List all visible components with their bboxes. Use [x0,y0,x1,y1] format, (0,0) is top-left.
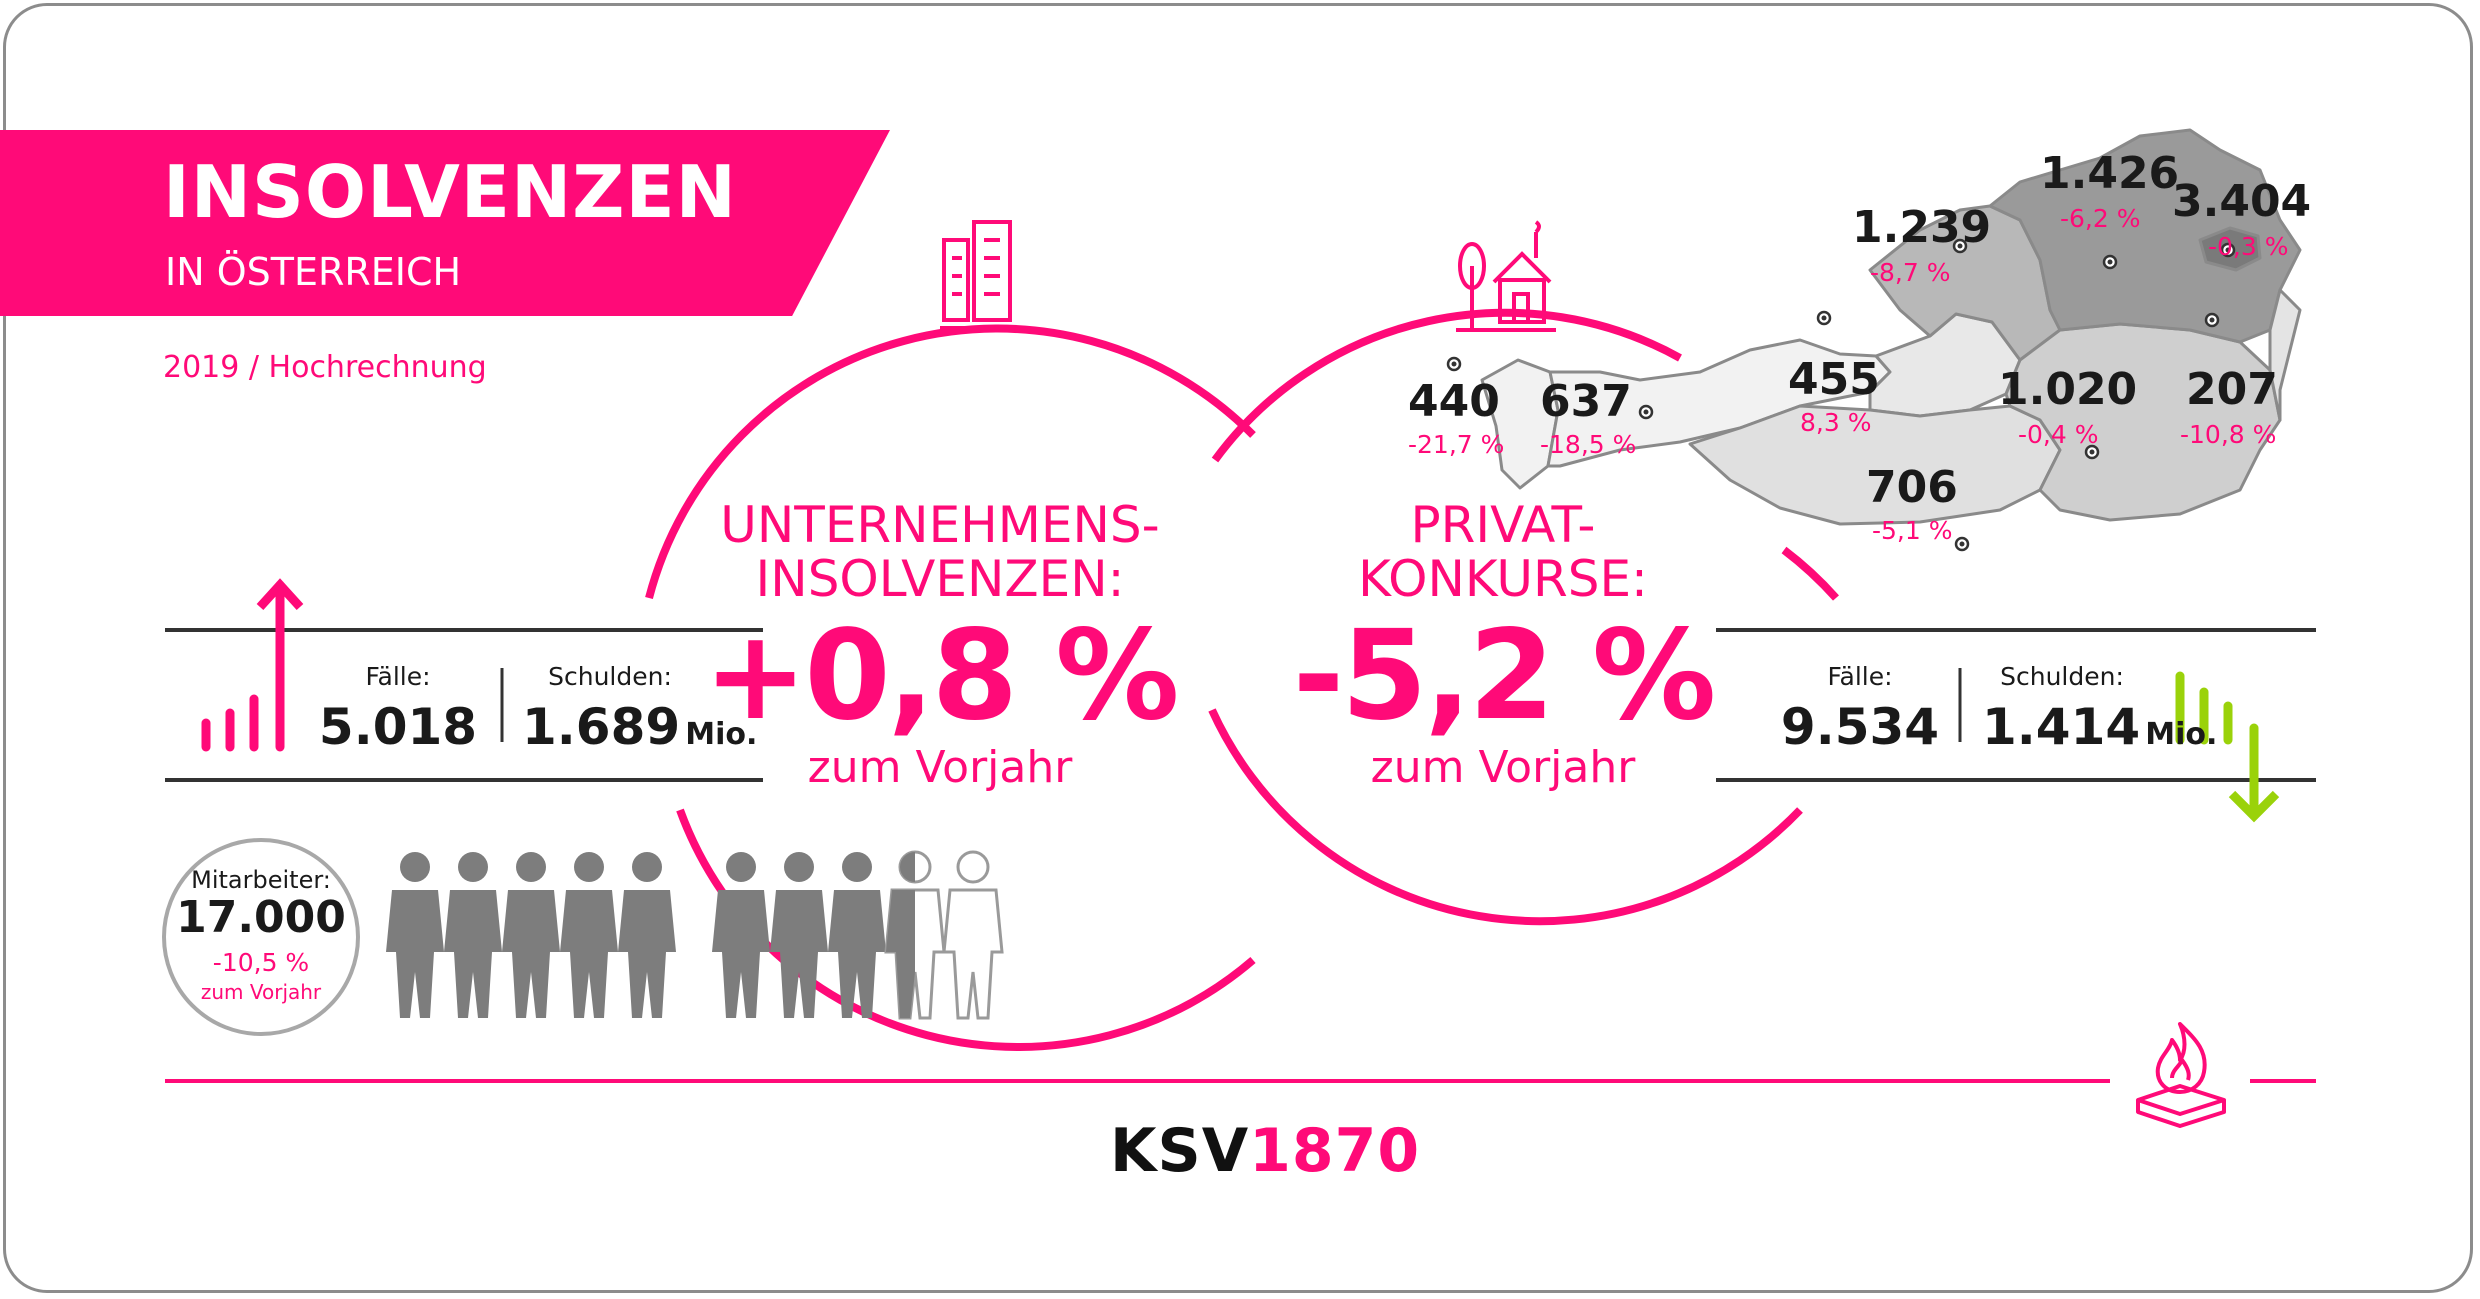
private-debt-unit: Mio. [2145,717,2218,752]
region-change: -0,3 % [2208,232,2289,261]
companies-debt-value: 1.689 [522,698,681,756]
companies-percent: +0,8 % [703,604,1180,748]
right-circle-top-arc [1211,308,1682,463]
rising-bars-arrow-icon [201,578,304,752]
private-label: PRIVAT- KONKURSE: [1263,498,1743,606]
region-change: -5,1 % [1872,516,1953,545]
ksv-logo: KSV1870 [1110,1116,1420,1186]
companies-cases-label: Fälle: [365,662,431,691]
region-count: 706 [1866,462,1958,513]
page-subtitle: IN ÖSTERREICH [165,250,462,294]
people-icons [386,850,1004,1020]
logo-part2: 1870 [1249,1116,1421,1186]
region-count: 1.020 [1998,364,2138,415]
region-change: -21,7 % [1408,430,1505,459]
region-change: -18,5 % [1540,430,1637,459]
companies-label: UNTERNEHMENS- INSOLVENZEN: [700,498,1180,606]
right-circle-right-arc [1781,546,1839,601]
region-count: 207 [2186,364,2278,415]
logo-part1: KSV [1110,1116,1250,1186]
employees-change: -10,5 % [212,948,310,977]
private-debt: 1.414 Mio. [1982,698,2217,756]
employees-vs-prev: zum Vorjahr [200,980,322,1004]
region-count: 1.239 [1852,202,1992,253]
region-count: 440 [1408,376,1500,427]
map-lower-austria [1988,128,2302,344]
year-note: 2019 / Hochrechnung [163,350,487,385]
card-frame [3,3,2473,1293]
private-percent: -5,2 % [1292,604,1717,748]
right-circle-bottom-arc [1208,708,1803,926]
private-debt-value: 1.414 [1982,698,2141,756]
region-change: 8,3 % [1800,408,1872,437]
buildings-icon [940,220,1018,330]
page-title: INSOLVENZEN [163,150,737,234]
house-tree-icon [1456,220,1556,332]
region-count: 637 [1540,376,1632,427]
private-cases-value: 9.534 [1780,698,1940,756]
private-label-line1: PRIVAT- [1410,496,1596,554]
region-count: 1.426 [2040,148,2180,199]
region-change: -8,7 % [1870,258,1951,287]
companies-vs-prev: zum Vorjahr [807,742,1073,793]
austria-map [1446,128,2302,552]
companies-debt-unit: Mio. [685,717,758,752]
region-count: 3.404 [2172,176,2312,227]
region-count: 455 [1788,354,1880,405]
region-change: -10,8 % [2180,420,2277,449]
companies-label-line2: INSOLVENZEN: [755,550,1125,608]
companies-debt-label: Schulden: [548,662,672,691]
companies-debt: 1.689 Mio. [522,698,757,756]
region-change: -0,4 % [2018,420,2099,449]
private-cases-label: Fälle: [1827,662,1893,691]
map-burgenland [2268,288,2302,422]
flame-stack-icon [2136,1022,2226,1128]
companies-label-line1: UNTERNEHMENS- [720,496,1160,554]
companies-cases-value: 5.018 [318,698,478,756]
private-label-line2: KONKURSE: [1358,550,1648,608]
employees-value: 17.000 [176,892,346,943]
header-banner [0,130,890,316]
falling-bars-arrow-icon [2175,671,2280,823]
private-vs-prev: zum Vorjahr [1370,742,1636,793]
private-debt-label: Schulden: [2000,662,2124,691]
region-change: -6,2 % [2060,204,2141,233]
employees-label: Mitarbeiter: [191,866,331,894]
employees-circle [162,838,360,1036]
left-circle-top-arc [645,324,1256,600]
